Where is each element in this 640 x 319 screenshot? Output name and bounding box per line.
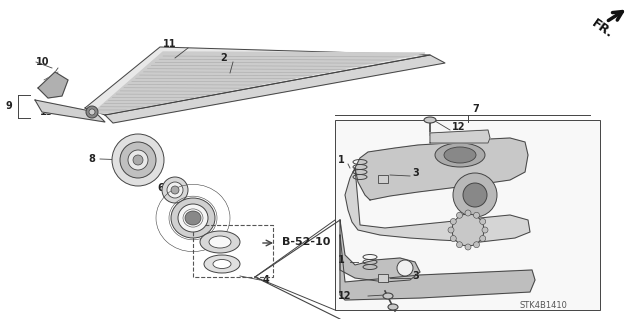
Circle shape: [133, 155, 143, 165]
Text: 5: 5: [205, 210, 212, 220]
Text: 3: 3: [412, 168, 419, 178]
Circle shape: [456, 212, 463, 218]
Ellipse shape: [444, 147, 476, 163]
Ellipse shape: [388, 304, 398, 310]
Bar: [193, 225, 273, 277]
Text: STK4B1410: STK4B1410: [520, 300, 568, 309]
Ellipse shape: [178, 204, 208, 232]
Circle shape: [452, 214, 484, 246]
Circle shape: [120, 142, 156, 178]
Circle shape: [474, 212, 479, 218]
Circle shape: [463, 183, 487, 207]
Ellipse shape: [383, 293, 393, 299]
Circle shape: [112, 134, 164, 186]
Text: B-52-10: B-52-10: [282, 237, 330, 247]
Circle shape: [448, 227, 454, 233]
Text: 12: 12: [338, 291, 351, 301]
Circle shape: [453, 173, 497, 217]
Polygon shape: [345, 168, 530, 242]
Polygon shape: [93, 52, 425, 113]
Circle shape: [474, 242, 479, 248]
Circle shape: [162, 177, 188, 203]
Bar: [378, 175, 388, 183]
Circle shape: [171, 186, 179, 194]
Text: 12: 12: [452, 122, 465, 132]
Circle shape: [480, 219, 486, 225]
Circle shape: [167, 182, 183, 198]
Text: 11: 11: [163, 39, 177, 49]
Ellipse shape: [209, 236, 231, 248]
Circle shape: [86, 106, 98, 118]
Circle shape: [456, 242, 463, 248]
Ellipse shape: [424, 117, 436, 123]
Text: 4: 4: [263, 275, 269, 285]
Circle shape: [480, 235, 486, 241]
Polygon shape: [35, 100, 105, 122]
Circle shape: [451, 235, 456, 241]
Circle shape: [465, 210, 471, 216]
Text: 8: 8: [88, 154, 95, 164]
Polygon shape: [105, 55, 445, 123]
Polygon shape: [340, 220, 420, 282]
Polygon shape: [355, 138, 528, 200]
Text: 6: 6: [157, 183, 164, 193]
Text: 3: 3: [412, 271, 419, 281]
Text: 7: 7: [472, 104, 479, 114]
Polygon shape: [85, 47, 430, 115]
Ellipse shape: [435, 143, 485, 167]
Ellipse shape: [204, 255, 240, 273]
Ellipse shape: [213, 259, 231, 269]
Ellipse shape: [200, 231, 240, 253]
Bar: [378, 274, 388, 282]
Circle shape: [89, 109, 95, 115]
Circle shape: [451, 219, 456, 225]
Bar: [335, 120, 600, 310]
Circle shape: [397, 260, 413, 276]
Circle shape: [465, 244, 471, 250]
Text: 1: 1: [338, 155, 345, 165]
Text: 13: 13: [40, 107, 54, 117]
Ellipse shape: [171, 198, 215, 238]
Text: 1: 1: [338, 255, 345, 265]
Polygon shape: [430, 130, 490, 143]
Polygon shape: [38, 72, 68, 98]
Ellipse shape: [185, 211, 201, 225]
Text: 9: 9: [5, 101, 12, 111]
Circle shape: [128, 150, 148, 170]
Text: 2: 2: [220, 53, 227, 63]
Text: 10: 10: [36, 57, 49, 67]
Polygon shape: [340, 235, 535, 300]
Circle shape: [482, 227, 488, 233]
Text: FR.: FR.: [589, 17, 616, 41]
